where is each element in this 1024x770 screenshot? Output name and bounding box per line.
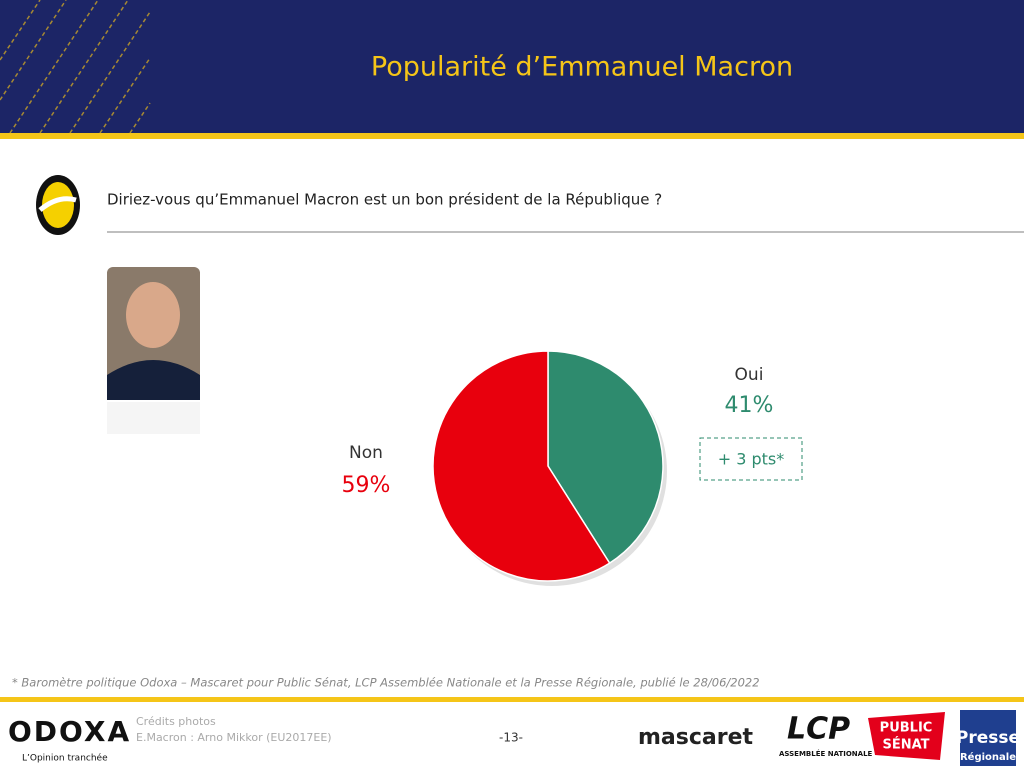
logo-senat-2: SÉNAT — [882, 737, 929, 753]
logo-presse-2: Régionale — [960, 751, 1016, 763]
pie-slice — [432, 350, 611, 582]
pie-chart: Oui 41% Non 59% — [342, 350, 774, 586]
question: Diriez-vous qu’Emmanuel Macron est un bo… — [107, 191, 662, 209]
footnote: * Baromètre politique Odoxa – Mascaret p… — [12, 676, 760, 690]
credits: E.Macron : Arno Mikkor (EU2017EE) — [136, 731, 332, 744]
header-decoration — [0, 0, 151, 134]
brand-tagline: L’Opinion tranchée — [22, 753, 108, 764]
credits-title: Crédits photos — [136, 715, 216, 728]
footer-rule — [0, 697, 1024, 702]
slice-label: Oui — [735, 365, 764, 385]
portrait — [107, 267, 200, 434]
logo-mascaret: mascaret — [638, 725, 754, 750]
page-number: -13- — [499, 731, 523, 745]
brand: ODOXA — [8, 715, 131, 748]
logo-presse-1: Presse — [956, 728, 1020, 748]
slide-title: Popularité d’Emmanuel Macron — [371, 52, 793, 83]
logo-lcp: LCP — [787, 712, 850, 747]
header-band — [0, 0, 1024, 133]
logo-senat-1: PUBLIC — [880, 721, 933, 736]
question-icon — [36, 175, 80, 235]
change-annotation: + 3 pts* — [718, 450, 785, 469]
header-rule — [0, 133, 1024, 139]
logo-lcp-sub: ASSEMBLÉE NATIONALE — [779, 749, 873, 758]
logo-senat-shape — [868, 712, 945, 760]
slice-value: 59% — [342, 473, 391, 498]
change-box — [699, 437, 803, 481]
slice-value: 41% — [725, 393, 774, 418]
logo-presse-box — [960, 710, 1016, 766]
slice-label: Non — [349, 443, 383, 463]
